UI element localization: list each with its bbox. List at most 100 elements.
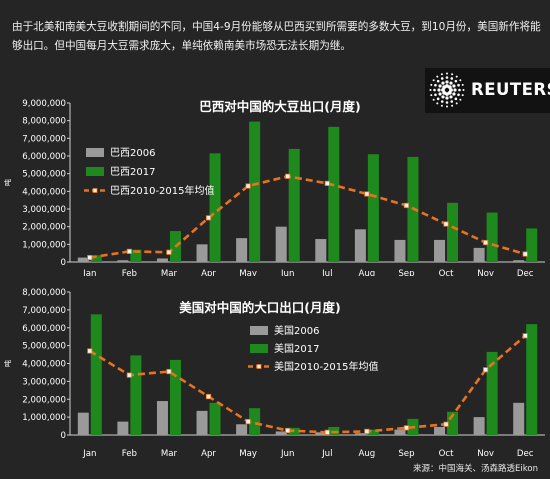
- legend-label: 美国2017: [274, 342, 319, 355]
- legend-label: 巴西2017: [110, 166, 155, 178]
- avg-marker: [443, 421, 449, 427]
- x-tick-label: Oct: [439, 449, 454, 459]
- x-tick-label: Dec: [517, 269, 534, 276]
- bar-2017: [486, 212, 498, 262]
- bar-2017: [169, 359, 181, 435]
- avg-marker: [483, 239, 489, 246]
- y-tick-label: 5,000,000: [22, 170, 66, 180]
- bar-2006: [354, 229, 366, 262]
- logo-dot: [450, 77, 454, 80]
- x-tick-label: Feb: [122, 449, 137, 459]
- y-tick-label: 0: [61, 258, 66, 268]
- avg-marker: [364, 428, 370, 435]
- avg-line: [89, 334, 527, 434]
- y-tick-label: 5,000,000: [22, 342, 66, 352]
- bar-2017: [526, 324, 538, 435]
- logo-dot: [445, 96, 449, 100]
- logo-dot: [445, 101, 449, 104]
- avg-marker: [245, 183, 251, 189]
- chart-title: 美国对中国的大口出口(月度): [179, 300, 340, 315]
- bar-2017: [288, 148, 300, 262]
- logo-dot: [440, 77, 444, 80]
- y-tick-label: 6,000,000: [22, 152, 66, 162]
- logo-dot: [461, 83, 464, 86]
- us-export-chart: 美国对中国的大口出口(月度) 0 1,000,000 2,000,000 3,000,0…: [3, 288, 545, 459]
- y-tick-label: 3,000,000: [22, 377, 66, 387]
- y-tick-label: 2,000,000: [22, 223, 66, 233]
- x-tick-label: Sep: [398, 449, 414, 459]
- bar-2006: [196, 244, 208, 262]
- bar-2017: [90, 255, 102, 262]
- bar-2006: [434, 239, 446, 262]
- y-axis-label: 吨: [3, 179, 12, 186]
- logo-dot: [453, 88, 457, 92]
- logo-dot: [441, 95, 445, 99]
- brand-name: REUTERS: [471, 80, 550, 99]
- logo-dot: [455, 75, 458, 78]
- bar-2017: [447, 202, 459, 262]
- x-tick-label: Mar: [161, 449, 178, 459]
- y-tick-label: 7,000,000: [22, 134, 66, 144]
- avg-marker: [403, 425, 410, 431]
- x-tick-label: Jul: [321, 269, 332, 276]
- brazil-export-chart: 巴西对中国的大豆出口(月度) 0 1,000,000 2,000,000 3,000,0…: [3, 99, 545, 276]
- x-tick-label: Apr: [201, 269, 216, 276]
- logo-dot: [436, 102, 439, 105]
- logo-dot: [434, 93, 437, 97]
- logo-dot: [438, 84, 442, 88]
- x-tick-label: Apr: [201, 449, 216, 459]
- avg-marker: [126, 372, 132, 378]
- logo-dot: [449, 95, 453, 99]
- logo-dot: [432, 79, 435, 82]
- bar-2006: [473, 417, 485, 435]
- bar-2006: [117, 260, 129, 262]
- bar-2006: [354, 433, 366, 435]
- x-tick-label: Sep: [398, 269, 414, 276]
- logo-dot: [445, 80, 449, 84]
- logo-dot: [457, 93, 460, 97]
- logo-dot: [457, 83, 460, 87]
- logo-dot: [440, 104, 443, 107]
- avg-marker: [285, 427, 291, 434]
- logo-dot: [452, 84, 456, 88]
- bar-2017: [209, 402, 221, 435]
- avg-marker: [245, 418, 251, 425]
- avg-marker: [324, 429, 330, 435]
- legend-swatch: [86, 167, 104, 176]
- bar-2006: [473, 247, 485, 262]
- bar-2006: [77, 412, 89, 435]
- avg-marker: [166, 368, 172, 375]
- bar-2017: [367, 154, 379, 262]
- x-tick-label: Jul: [321, 449, 332, 459]
- logo-dot: [430, 83, 433, 86]
- bar-2006: [394, 429, 406, 435]
- legend-label: 巴西2010-2015年均值: [110, 184, 215, 197]
- logo-dot: [454, 79, 458, 83]
- legend-swatch: [250, 344, 268, 353]
- avg-marker: [87, 254, 93, 261]
- logo-dot: [440, 100, 444, 103]
- avg-marker: [522, 251, 528, 257]
- logo-dot: [461, 94, 464, 97]
- logo-dot: [434, 83, 437, 87]
- avg-marker: [522, 333, 528, 339]
- y-tick-label: 8,000,000: [22, 288, 66, 298]
- bar-2017: [486, 351, 498, 435]
- logo-dot: [449, 81, 453, 85]
- x-tick-label: May: [239, 269, 257, 276]
- x-tick-label: Nov: [477, 449, 494, 459]
- legend-label: 巴西2006: [110, 147, 155, 159]
- avg-line: [89, 174, 526, 259]
- logo-dot: [446, 72, 448, 75]
- y-tick-label: 4,000,000: [22, 187, 66, 197]
- logo-dot: [440, 73, 443, 76]
- logo-dot: [450, 100, 454, 103]
- avg-marker: [443, 221, 449, 227]
- x-tick-label: Dec: [517, 449, 534, 459]
- logo-dot: [432, 98, 435, 101]
- logo-dot: [459, 98, 462, 101]
- bar-2006: [156, 258, 168, 262]
- y-tick-label: 3,000,000: [22, 205, 66, 215]
- bar-2006: [236, 424, 248, 435]
- intro-paragraph: 由于北美和南美大豆收割期间的不同，中国4-9月份能够从巴西买到所需要的多数大豆，…: [12, 21, 541, 52]
